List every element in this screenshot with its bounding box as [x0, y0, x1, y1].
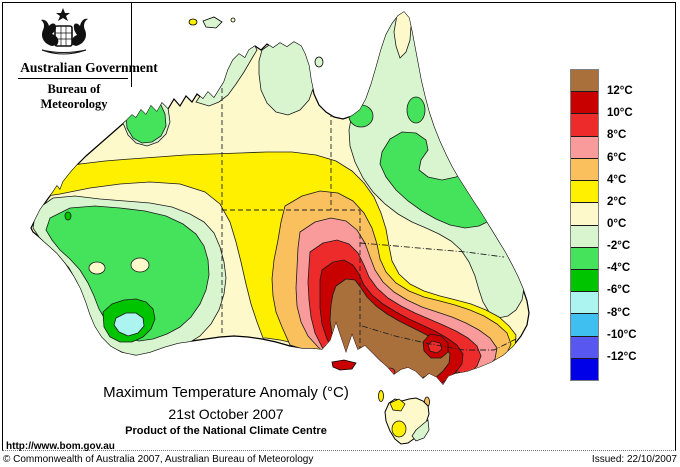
legend-label-2: 8°C: [607, 129, 627, 141]
island-tiwi-yellow: [188, 18, 198, 26]
state-borders: [221, 88, 519, 356]
crest-kangaroo-icon: [41, 19, 59, 46]
map-title: Maximum Temperature Anomaly (°C): [103, 384, 349, 401]
region-anomaly-minus2-4-capeyork: [406, 96, 426, 124]
region-anomaly-minus2-4-southwest: [45, 205, 210, 342]
issued-date: Issued: 22/10/2007: [591, 454, 677, 465]
legend-label-7: -2°C: [607, 240, 631, 252]
coat-of-arms-icon: [41, 8, 88, 55]
island-king: [378, 390, 384, 402]
region-anomaly-0-2-capeyork-tip: [393, 12, 412, 59]
legend-label-9: -6°C: [607, 284, 631, 296]
region-anomaly-0-to-minus2-arnhem: [258, 38, 315, 116]
legend-swatch-0: [571, 70, 598, 92]
legend-label-8: -4°C: [607, 262, 631, 274]
legend-swatch-3: [571, 135, 598, 158]
map-date: 21st October 2007: [168, 406, 284, 422]
bom-url: http://www.bom.gov.au: [6, 441, 115, 452]
legend-label-10: -8°C: [607, 307, 631, 319]
crest-scroll-icon: [41, 49, 87, 55]
legend-swatch-12: [571, 335, 598, 358]
title-block: Maximum Temperature Anomaly (°C) 21st Oc…: [65, 384, 387, 437]
tasmania: [384, 397, 430, 445]
legend-swatch-10: [571, 291, 598, 314]
region-cream-hole-west: [88, 261, 106, 275]
legend-swatch-13: [571, 357, 598, 381]
legend-label-5: 2°C: [607, 196, 627, 208]
legend-label-12: -12°C: [607, 351, 637, 363]
legend-label-3: 6°C: [607, 152, 627, 164]
island-groote: [314, 56, 324, 68]
region-anomaly-8-10-coast-mid: [421, 375, 433, 384]
island-kangaroo: [331, 359, 357, 371]
legend-swatch-9: [571, 268, 598, 292]
tasmania-anomaly-0-minus2-southeast: [411, 419, 430, 442]
legend-swatch-1: [571, 91, 598, 114]
government-title: Australian Government: [20, 60, 158, 75]
legend-swatch-column: [570, 69, 599, 381]
crest-emu-icon: [71, 18, 88, 46]
legend-label-1: 10°C: [607, 107, 633, 119]
tasmania-anomaly-2-4-west: [391, 420, 407, 438]
region-anomaly-minus6-8-southcoast: [113, 312, 145, 337]
legend-label-6: 0°C: [607, 218, 627, 230]
legend-swatch-2: [571, 113, 598, 136]
legend-label-11: -10°C: [607, 329, 637, 341]
legend-swatch-11: [571, 313, 598, 336]
region-cream-hole-east: [130, 257, 150, 273]
copyright-text: © Commonwealth of Australia 2007, Austra…: [3, 454, 314, 465]
state-border-qld-nsw: [359, 242, 505, 258]
legend-label-0: 12°C: [607, 85, 633, 97]
logo-divider: [131, 2, 132, 87]
legend-swatch-6: [571, 202, 598, 225]
map-product: Product of the National Climate Centre: [125, 425, 327, 437]
bureau-title: Bureau of Meteorology: [40, 82, 108, 111]
legend-swatch-7: [571, 224, 598, 247]
legend-swatch-8: [571, 246, 598, 269]
region-anomaly-minus4-6-dot: [64, 211, 72, 221]
region-anomaly-minus2-4-gulf: [348, 104, 374, 128]
island-cobourg: [230, 17, 236, 23]
crest-star-icon: [56, 8, 70, 21]
legend-swatch-4: [571, 157, 598, 181]
footer-row: © Commonwealth of Australia 2007, Austra…: [3, 454, 677, 465]
government-rule: [18, 78, 128, 79]
tasmania-anomaly-2-4-north: [389, 398, 406, 412]
island-tiwi-green: [202, 16, 223, 29]
legend-swatch-5: [571, 180, 598, 203]
region-anomaly-8-10-coast-west: [384, 367, 396, 377]
legend-label-4: 4°C: [607, 174, 627, 186]
